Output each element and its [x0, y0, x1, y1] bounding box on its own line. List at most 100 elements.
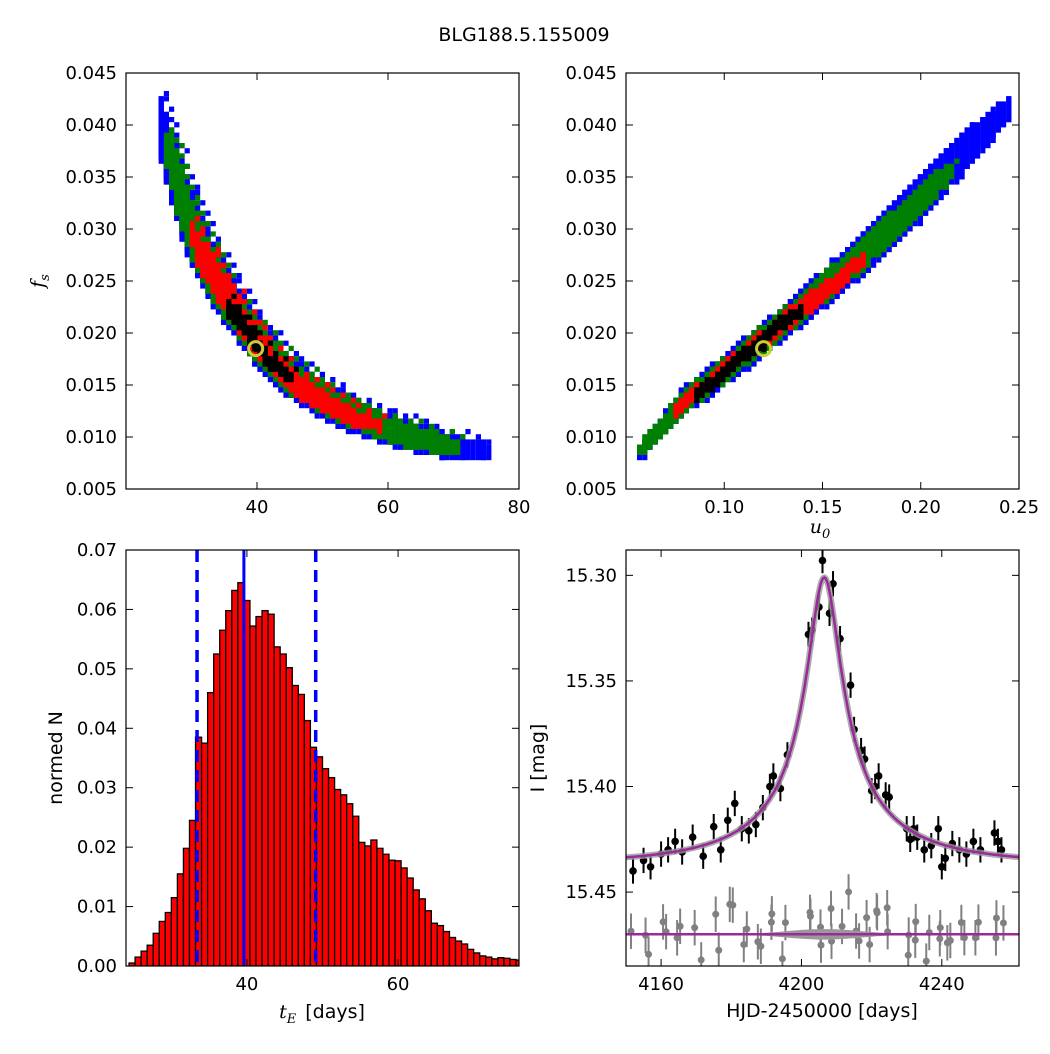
- contour-cell: [200, 226, 206, 232]
- data-point: [723, 816, 732, 825]
- bar: [273, 646, 281, 966]
- residual-point: [999, 919, 1007, 927]
- bar: [473, 952, 481, 966]
- bar: [200, 742, 209, 966]
- contour-cell: [746, 345, 752, 357]
- residual-point: [838, 922, 846, 930]
- residual-point: [957, 919, 965, 927]
- contour-cell: [163, 96, 169, 102]
- y-tick-label: 0.035: [65, 167, 117, 188]
- contour-cell: [247, 288, 253, 294]
- bar: [176, 873, 185, 966]
- y-tick-label: 15.35: [565, 671, 617, 692]
- contour-cell: [169, 127, 175, 133]
- data-point: [688, 833, 697, 841]
- contour-cell: [761, 330, 767, 346]
- x-tick-label: 0.10: [704, 497, 744, 518]
- contour-cell: [325, 382, 331, 388]
- contour-cell: [928, 174, 934, 201]
- contour-cell: [829, 278, 835, 294]
- contour-cell: [283, 356, 289, 362]
- contour-cell: [793, 309, 799, 320]
- contour-cell: [189, 174, 195, 180]
- y-axis-label-main: f: [27, 278, 49, 290]
- contour-cell: [356, 397, 362, 403]
- contour-cell: [741, 335, 747, 341]
- data-point: [646, 862, 655, 871]
- contour-cell: [226, 304, 232, 320]
- contour-cell: [215, 241, 221, 247]
- data-point: [994, 837, 1002, 846]
- bar: [285, 667, 293, 966]
- contour-cell: [865, 231, 871, 263]
- contour-cell: [252, 299, 258, 305]
- y-axis-label-text: normed N: [45, 711, 67, 805]
- y-tick-label: 0.00: [77, 956, 117, 977]
- contour-cell: [179, 179, 185, 232]
- contour-cell: [715, 371, 721, 383]
- contour-cell: [366, 397, 372, 403]
- contour-cell: [304, 361, 310, 367]
- contour-cell: [460, 439, 466, 461]
- contour-cell: [356, 403, 362, 409]
- y-tick-label: 0.045: [565, 63, 617, 84]
- contour-cell: [200, 231, 206, 237]
- data-point: [934, 824, 943, 833]
- contour-cell: [1006, 96, 1012, 123]
- data-point: [629, 867, 637, 875]
- contour-cell: [803, 293, 809, 315]
- axes-te_hist: 40 60 0.00 0.01 0.02 0.03 0.04 0.05 0.06 0.07 tE [d…: [45, 540, 520, 1027]
- contour-cell: [954, 158, 960, 164]
- axes-lightcurve: 4160 4200 4240 15.30 15.35 15.40 15.45 HJD-2450…: [527, 549, 1020, 1022]
- contour-cell: [257, 330, 263, 336]
- contour-cell: [366, 413, 372, 429]
- contour-cell: [392, 413, 398, 419]
- x-tick-label: 40: [246, 497, 269, 518]
- contour-cell: [241, 319, 247, 336]
- contour-cell: [278, 366, 284, 377]
- contour-cell: [293, 356, 299, 362]
- contour-cell: [423, 429, 429, 450]
- contour-cell: [663, 413, 669, 435]
- bar: [339, 794, 348, 966]
- contour-cell: [330, 387, 336, 393]
- y-tick-label: 0.01: [77, 897, 117, 918]
- contour-cell: [345, 392, 351, 398]
- contour-cell: [782, 314, 788, 325]
- y-axis-label: fs: [27, 274, 53, 290]
- x-axis-label: u0: [810, 516, 831, 542]
- residual-point: [806, 908, 814, 916]
- residual-point: [627, 927, 635, 935]
- contour-cell: [262, 319, 268, 325]
- contour-cell: [777, 314, 783, 320]
- contour-cell: [247, 299, 253, 305]
- contour-cell: [382, 413, 388, 440]
- contour-cell: [850, 257, 856, 263]
- contour-cell: [205, 210, 211, 216]
- residual-point: [863, 914, 871, 922]
- data-point: [941, 854, 950, 863]
- x-tick-label: 0.25: [999, 497, 1039, 518]
- bar: [297, 693, 306, 966]
- residual-point: [712, 910, 720, 918]
- contour-cell: [174, 132, 180, 138]
- contour-cell: [637, 444, 643, 455]
- data-point: [990, 829, 999, 837]
- residual-point: [946, 936, 954, 944]
- contour-cell: [855, 257, 861, 268]
- contour-cell: [288, 345, 294, 351]
- x-tick-label: 4160: [638, 974, 684, 995]
- bar: [170, 897, 179, 966]
- contour-cell: [273, 351, 279, 357]
- x-tick-label: 4200: [779, 974, 825, 995]
- contour-cell: [361, 413, 367, 429]
- bar: [382, 853, 390, 966]
- contour-cell: [403, 423, 409, 450]
- contour-cell: [465, 439, 471, 461]
- contour-cell: [767, 325, 773, 341]
- contour-cell: [969, 122, 975, 159]
- residual-point: [659, 918, 667, 926]
- contour-cell: [377, 418, 383, 435]
- bar: [182, 847, 191, 966]
- residual-point: [740, 941, 748, 949]
